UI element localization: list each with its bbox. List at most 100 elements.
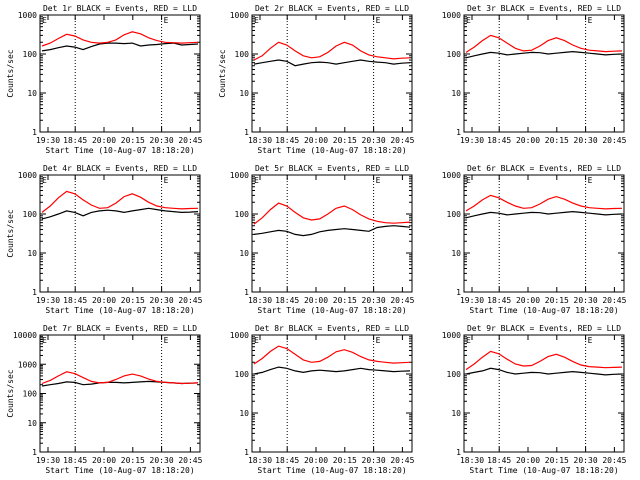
- panel-2-xtick-label: 20:00: [304, 136, 328, 145]
- panel-5-ytick-label: 10: [239, 249, 249, 258]
- panel-6-xtick-label: 20:45: [602, 296, 626, 305]
- panel-5-marker-label-right: E: [376, 176, 381, 185]
- panel-1-title: Det 1r BLACK = Events, RED = LLD: [43, 4, 197, 13]
- panel-5-frame: [251, 174, 413, 293]
- panel-9-ytick-label: 1000: [442, 331, 461, 340]
- panel-2-xtick-label: 18:30: [248, 136, 272, 145]
- panel-9-series-lld-line: [465, 350, 623, 371]
- panel-7-ytick-label: 10000: [13, 331, 37, 340]
- panel-7-xtick-label: 20:45: [178, 456, 202, 465]
- panel-7-xtick-label: 18:45: [63, 456, 87, 465]
- panel-8-marker-label-left: E: [254, 336, 259, 345]
- panel-4-xtick-label: 20:30: [150, 296, 174, 305]
- panel-9-xtick-label: 20:00: [516, 456, 540, 465]
- panel-8-xtick-label: 20:00: [304, 456, 328, 465]
- panel-6-ytick-label: 100: [447, 210, 462, 219]
- panel-1-series-lld-line: [41, 31, 199, 47]
- panel-5-xtick-label: 20:15: [333, 296, 357, 305]
- panel-7-ylabel: Counts/sec: [6, 369, 15, 417]
- panel-3-series-events-line: [465, 50, 623, 59]
- panel-2-xtick-label: 20:15: [333, 136, 357, 145]
- panel-5-series-events-line: [253, 225, 411, 237]
- panel-8-xtick-label: 18:45: [275, 456, 299, 465]
- panel-7-series-events-line: [41, 380, 199, 387]
- panel-7-marker-label-left: E: [42, 336, 47, 345]
- panel-4-ytick-label: 1: [32, 288, 37, 297]
- panel-4-xlabel: Start Time (10-Aug-07 18:18:20): [45, 306, 194, 315]
- panel-6-ytick-label: 1: [456, 288, 461, 297]
- panel-2-ytick-label: 1000: [230, 11, 249, 20]
- panel-4-xtick-label: 20:45: [178, 296, 202, 305]
- panel-5-title: Det 5r BLACK = Events, RED = LLD: [255, 164, 409, 173]
- panel-3-xtick-label: 20:00: [516, 136, 540, 145]
- panel-6-title: Det 6r BLACK = Events, RED = LLD: [467, 164, 621, 173]
- panel-6-xtick-label: 20:15: [545, 296, 569, 305]
- panel-9-xtick-label: 20:15: [545, 456, 569, 465]
- panel-1-ytick-label: 1000: [18, 11, 37, 20]
- panel-4-xtick-label: 19:30: [36, 296, 60, 305]
- panel-9-xtick-label: 20:30: [574, 456, 598, 465]
- panel-2-xlabel: Start Time (10-Aug-07 18:18:20): [257, 146, 406, 155]
- panel-8-ytick-label: 100: [235, 370, 250, 379]
- panel-4-xtick-label: 20:15: [121, 296, 145, 305]
- panel-3-ytick-label: 1000: [442, 11, 461, 20]
- panel-2-xtick-label: 20:45: [390, 136, 414, 145]
- panel-1-xlabel: Start Time (10-Aug-07 18:18:20): [45, 146, 194, 155]
- panel-4-title: Det 4r BLACK = Events, RED = LLD: [43, 164, 197, 173]
- panel-7-series-lld-line: [41, 371, 199, 385]
- panel-1-ylabel: Counts/sec: [6, 49, 15, 97]
- panel-9-xtick-label: 18:30: [460, 456, 484, 465]
- panel-8-xlabel: Start Time (10-Aug-07 18:18:20): [257, 466, 406, 475]
- panel-7-xlabel: Start Time (10-Aug-07 18:18:20): [45, 466, 194, 475]
- panel-8-xtick-label: 20:15: [333, 456, 357, 465]
- panel-3-title: Det 3r BLACK = Events, RED = LLD: [467, 4, 621, 13]
- panel-9-ytick-label: 1: [456, 448, 461, 457]
- panel-1-xtick-label: 20:30: [150, 136, 174, 145]
- panel-4-ytick-label: 100: [23, 210, 38, 219]
- panel-2-ytick-label: 100: [235, 50, 250, 59]
- panel-8-ytick-label: 10: [239, 409, 249, 418]
- panel-6-xtick-label: 18:45: [487, 296, 511, 305]
- panel-4-ylabel: Counts/sec: [6, 209, 15, 257]
- panel-7-ytick-label: 10: [27, 419, 37, 428]
- panel-9-xlabel: Start Time (10-Aug-07 18:18:20): [469, 466, 618, 475]
- panel-5-xtick-label: 18:30: [248, 296, 272, 305]
- panel-9-ytick-label: 100: [447, 370, 462, 379]
- panel-4-ytick-label: 10: [27, 249, 37, 258]
- panel-4-marker-label-right: E: [164, 176, 169, 185]
- panel-1-ytick-label: 1: [32, 128, 37, 137]
- panel-2-ylabel: Counts/sec: [218, 49, 227, 97]
- panel-1-frame: [39, 14, 201, 133]
- panel-6-marker-label-left: E: [466, 176, 471, 185]
- panel-9-frame: [463, 334, 625, 453]
- panel-9-xtick-label: 18:45: [487, 456, 511, 465]
- panel-8-series-events-line: [253, 366, 411, 375]
- panel-3-series-lld-line: [465, 34, 623, 53]
- panel-8-frame: [251, 334, 413, 453]
- panel-8-xtick-label: 20:45: [390, 456, 414, 465]
- panel-8-series-lld-line: [253, 345, 411, 365]
- panel-6-frame: [463, 174, 625, 293]
- panel-2-marker-label-right: E: [376, 16, 381, 25]
- panel-4-series-events-line: [41, 207, 199, 220]
- panel-6-xtick-label: 19:30: [460, 296, 484, 305]
- panel-8-ytick-label: 1: [244, 448, 249, 457]
- panel-8-marker-label-right: E: [376, 336, 381, 345]
- panel-3-ytick-label: 10: [451, 89, 461, 98]
- panel-6-series-lld-line: [465, 194, 623, 212]
- panel-5-xlabel: Start Time (10-Aug-07 18:18:20): [257, 306, 406, 315]
- panel-2-series-events-line: [253, 59, 411, 67]
- panel-4-xtick-label: 20:00: [92, 296, 116, 305]
- panel-3-xtick-label: 20:30: [574, 136, 598, 145]
- panel-4-series-lld-line: [41, 190, 199, 213]
- panel-2-marker-label-left: E: [254, 16, 259, 25]
- panel-7-xtick-label: 20:15: [121, 456, 145, 465]
- panel-6-series-events-line: [465, 210, 623, 219]
- panel-1-xtick-label: 20:45: [178, 136, 202, 145]
- panel-9-series-events-line: [465, 367, 623, 376]
- panel-2-ytick-label: 10: [239, 89, 249, 98]
- panel-1-marker-label-left: E: [42, 16, 47, 25]
- panel-2-xtick-label: 18:45: [275, 136, 299, 145]
- panel-5-xtick-label: 20:00: [304, 296, 328, 305]
